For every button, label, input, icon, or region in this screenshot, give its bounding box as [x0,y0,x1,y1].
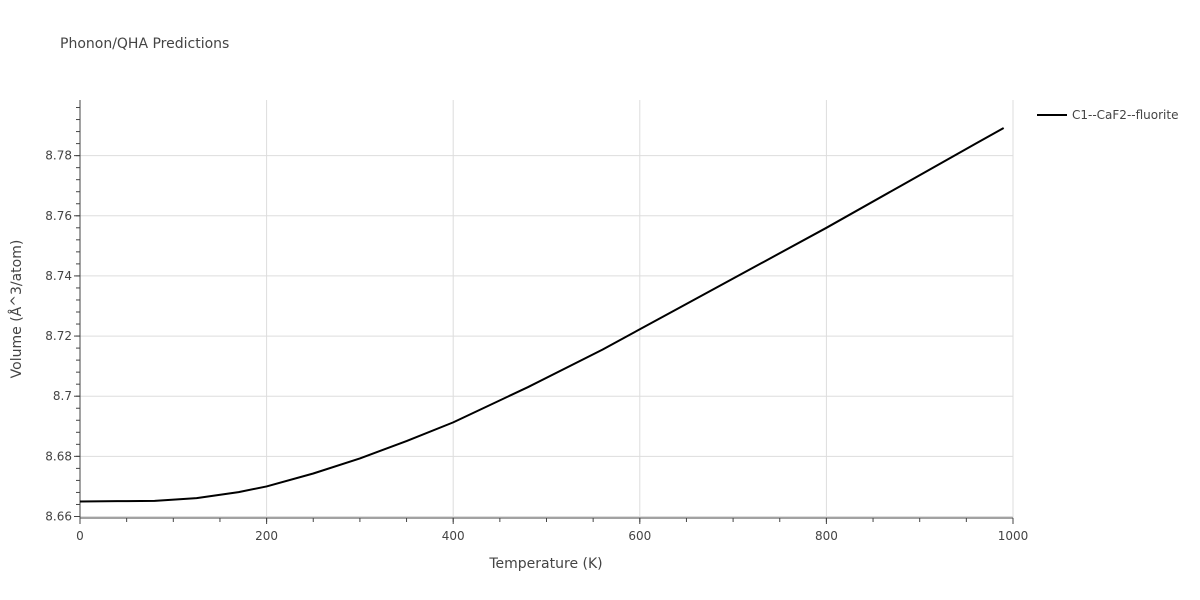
legend-label[interactable]: C1--CaF2--fluorite [1072,108,1178,122]
y-tick-label: 8.78 [45,149,72,163]
x-tick-label: 400 [442,529,465,543]
series-layer [79,127,1005,503]
y-tick-label: 8.74 [45,269,72,283]
chart-title: Phonon/QHA Predictions [60,36,230,52]
x-tick-label: 800 [815,529,838,543]
series-line[interactable] [79,127,1005,503]
y-tick-label: 8.7 [53,389,72,403]
y-axis-label: Volume (Å^3/atom) [8,240,25,379]
y-tick-label: 8.66 [45,509,72,523]
axes: 0 200 400 600 800 1000 8.66 8.68 8.7 8.72 8.74 8.76… [45,100,1028,543]
x-tick-label: 0 [76,529,84,543]
x-tick-label: 600 [628,529,651,543]
x-axis-label: Temperature (K) [488,556,602,572]
legend[interactable]: C1--CaF2--fluorite [1037,108,1178,122]
y-tick-label: 8.76 [45,209,72,223]
y-tick-label: 8.72 [45,329,72,343]
x-tick-label: 1000 [998,529,1029,543]
grid [80,100,1014,518]
x-tick-label: 200 [255,529,278,543]
y-tick-label: 8.68 [45,449,72,463]
